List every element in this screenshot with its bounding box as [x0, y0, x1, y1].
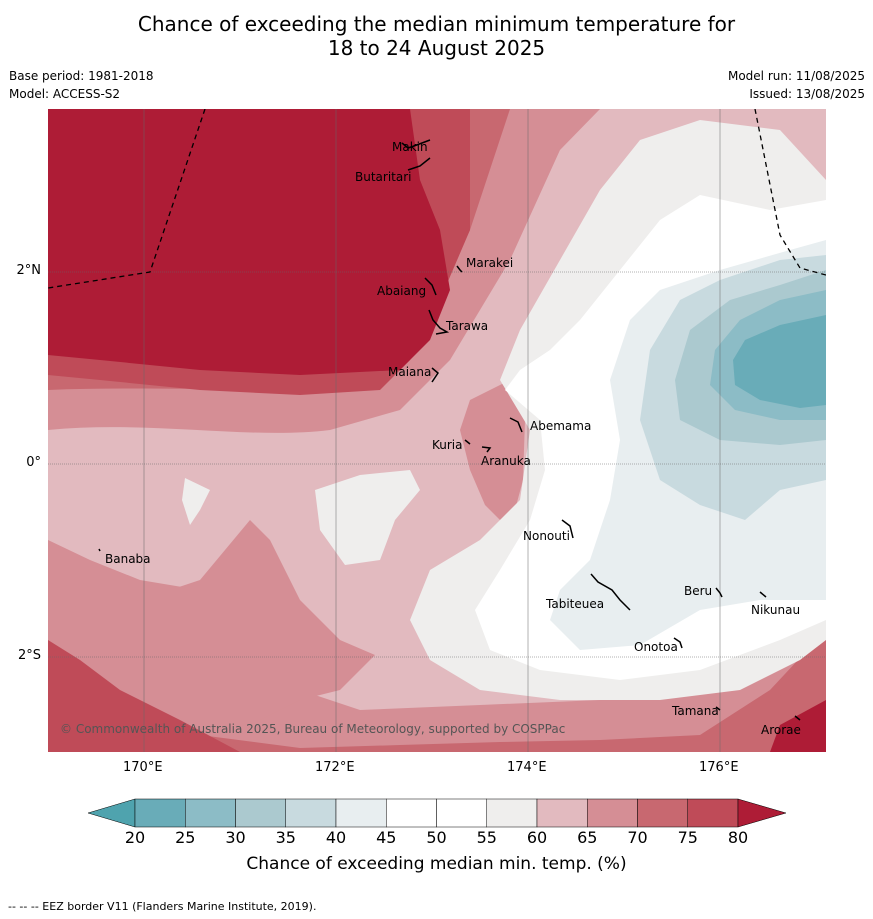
island-label: Abaiang	[377, 284, 427, 298]
footer-note: -- -- -- EEZ border V11 (Flanders Marine…	[8, 900, 317, 913]
model-name: Model: ACCESS-S2	[9, 87, 121, 101]
pocket-55-60-b	[315, 470, 420, 565]
island-label: Nonouti	[523, 529, 570, 543]
colorbar	[87, 798, 787, 828]
colorbar-segment	[637, 798, 688, 828]
island-label: Onotoa	[634, 640, 678, 654]
model-run: Model run: 11/08/2025	[727, 69, 865, 83]
band-over-80	[48, 109, 450, 375]
band-20-25	[733, 315, 826, 408]
island-label: Tabiteuea	[546, 597, 605, 611]
island-label: Beru	[684, 584, 713, 598]
island-label: Nikunau	[751, 603, 801, 617]
colorbar-tick-label: 20	[124, 828, 146, 847]
title: Chance of exceeding the median minimum t…	[0, 12, 873, 60]
colorbar-tick-label: 50	[426, 828, 447, 847]
copyright-note: © Commonwealth of Australia 2025, Bureau…	[60, 722, 566, 736]
colorbar-tick-label: 80	[727, 828, 749, 847]
colorbar-segment	[134, 798, 186, 828]
colorbar-tick-label: 45	[376, 828, 397, 847]
latitude-label: 0°	[26, 455, 41, 470]
title-line-1: Chance of exceeding the median minimum t…	[137, 12, 736, 36]
longitude-label: 170°E	[123, 760, 163, 775]
colorbar-segment	[536, 798, 588, 828]
band-over-80-se	[770, 700, 826, 752]
island-label: Abemama	[530, 419, 592, 433]
band-75-80-sw	[48, 640, 240, 752]
band-65-70-wedge	[460, 380, 525, 520]
colorbar-tick-label: 60	[526, 828, 548, 847]
colorbar-segment	[185, 798, 236, 828]
island-label: Tarawa	[446, 319, 489, 333]
colorbar-segment	[235, 798, 286, 828]
colorbar-tick-label: 30	[225, 828, 246, 847]
colorbar-segment	[386, 798, 437, 828]
colorbar-tick-label: 75	[677, 828, 698, 847]
colorbar-over-arrow	[737, 798, 787, 828]
colorbar-tick-label: 65	[577, 828, 598, 847]
island-label: Aranuka	[481, 454, 531, 468]
issued-date: Issued: 13/08/2025	[749, 87, 865, 101]
colorbar-tick-label: 55	[476, 828, 497, 847]
colorbar-tick-label: 35	[275, 828, 296, 847]
island-label: Tamana	[672, 704, 719, 718]
longitude-label: 172°E	[315, 760, 355, 775]
colorbar-tick-label: 40	[325, 828, 347, 847]
colorbar-tick-label: 70	[627, 828, 648, 847]
colorbar-segment	[285, 798, 337, 828]
eez-border	[48, 109, 826, 289]
island-label: Banaba	[105, 552, 151, 566]
colorbar-segments	[134, 798, 739, 828]
band-65-70-south	[48, 520, 375, 730]
gridlines	[48, 109, 826, 752]
colorbar-segment	[436, 798, 487, 828]
latitude-label: 2°N	[16, 263, 42, 278]
island-outlines	[98, 139, 801, 721]
colorbar-segment	[587, 798, 638, 828]
colorbar-segment	[687, 798, 739, 828]
colorbar-title: Chance of exceeding median min. temp. (%…	[246, 854, 627, 874]
colorbar-segment	[486, 798, 538, 828]
island-label: Kuria	[432, 438, 463, 452]
island-label: Maiana	[388, 365, 432, 379]
island-label: Arorae	[761, 723, 801, 737]
latitude-label: 2°S	[17, 648, 41, 663]
longitude-label: 176°E	[699, 760, 739, 775]
base-period: Base period: 1981-2018	[9, 69, 154, 83]
longitude-label: 174°E	[507, 760, 547, 775]
colorbar-segment	[335, 798, 387, 828]
island-label: Butaritari	[355, 170, 412, 184]
colorbar-tick-label: 25	[175, 828, 196, 847]
pocket-55-60-a	[182, 478, 210, 525]
island-label: Makin	[392, 140, 428, 154]
probability-contours	[48, 109, 826, 752]
colorbar-under-arrow	[87, 798, 136, 828]
island-label: Marakei	[466, 256, 514, 270]
title-line-2: 18 to 24 August 2025	[327, 36, 546, 60]
